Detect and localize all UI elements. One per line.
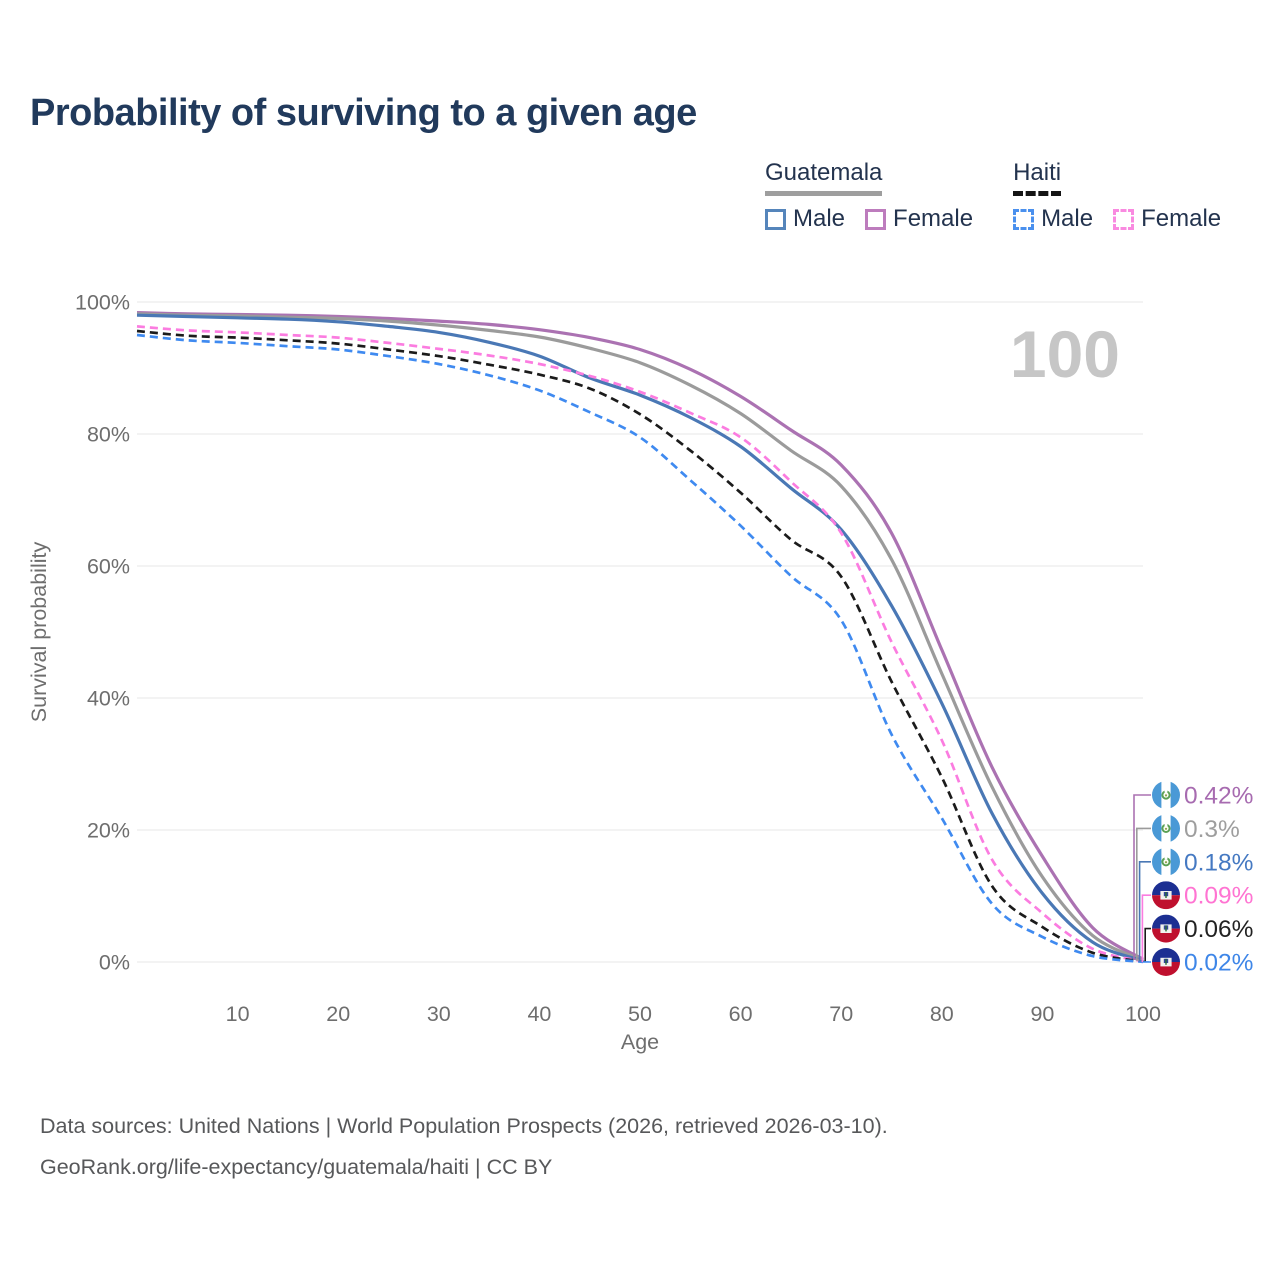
guatemala-flag-icon xyxy=(1152,781,1180,809)
y-tick-label: 80% xyxy=(87,423,130,447)
legend-item-label: Male xyxy=(1041,205,1094,233)
legend-group-title-haiti[interactable]: Haiti xyxy=(1013,159,1062,197)
y-axis-title: Survival probability xyxy=(27,542,51,723)
label-leader-lines xyxy=(1133,794,1151,963)
line-guatemala-male[interactable] xyxy=(136,313,1144,963)
leader-line xyxy=(1143,927,1151,963)
legend-item-haiti-male[interactable]: Male xyxy=(1013,205,1093,233)
legend-group-guatemala: Guatemala Male Female xyxy=(765,159,973,233)
y-tick-label: 0% xyxy=(99,951,130,975)
x-tick-label: 30 xyxy=(427,1002,451,1026)
legend-item-label: Male xyxy=(793,205,846,233)
source-line-1: Data sources: United Nations | World Pop… xyxy=(40,1114,888,1138)
legend-item-haiti-female[interactable]: Female xyxy=(1113,205,1221,233)
x-axis-title: Age xyxy=(621,1030,659,1054)
chart-legend: Guatemala Male Female Haiti Male Female xyxy=(765,159,1221,233)
leader-line xyxy=(1141,894,1151,963)
line-haiti-female[interactable] xyxy=(136,325,1144,963)
legend-item-label: Female xyxy=(1141,205,1222,233)
x-tick-label: 40 xyxy=(527,1002,551,1026)
end-value-label-haiti-all: 0.06% xyxy=(1184,916,1253,943)
end-value-label-haiti-male: 0.02% xyxy=(1184,950,1253,977)
x-tick-label: 70 xyxy=(829,1002,853,1026)
x-tick-label: 10 xyxy=(226,1002,250,1026)
haiti-male-swatch-icon xyxy=(1013,208,1035,230)
guatemala-female-swatch-icon xyxy=(865,208,887,230)
guatemala-flag-icon xyxy=(1152,848,1180,876)
haiti-flag-icon xyxy=(1152,948,1180,976)
legend-item-label: Female xyxy=(893,205,974,233)
gridlines xyxy=(137,301,1143,963)
x-tick-label: 90 xyxy=(1030,1002,1054,1026)
source-note: Data sources: United Nations | World Pop… xyxy=(40,1106,888,1188)
legend-item-guatemala-female[interactable]: Female xyxy=(865,205,973,233)
y-tick-label: 100% xyxy=(75,291,130,315)
x-tick-label: 60 xyxy=(729,1002,753,1026)
haiti-flag-icon xyxy=(1152,881,1180,909)
y-tick-label: 40% xyxy=(87,687,130,711)
legend-group-haiti: Haiti Male Female xyxy=(1013,159,1221,233)
leader-line xyxy=(1138,861,1151,962)
x-tick-label: 20 xyxy=(326,1002,350,1026)
chart-title: Probability of surviving to a given age xyxy=(30,92,697,134)
y-tick-label: 60% xyxy=(87,555,130,579)
guatemala-male-swatch-icon xyxy=(765,208,786,230)
haiti-female-swatch-icon xyxy=(1113,208,1135,230)
end-value-label-guatemala-female: 0.42% xyxy=(1184,783,1253,810)
line-haiti-male[interactable] xyxy=(136,333,1144,964)
x-tick-label: 80 xyxy=(930,1002,954,1026)
line-guatemala-all[interactable] xyxy=(136,312,1144,962)
x-tick-label: 50 xyxy=(628,1002,652,1026)
x-tick-label: 100 xyxy=(1125,1002,1161,1026)
line-haiti-all[interactable] xyxy=(136,329,1144,963)
y-tick-label: 20% xyxy=(87,819,130,843)
haiti-flag-icon xyxy=(1152,915,1180,943)
legend-group-title-guatemala[interactable]: Guatemala xyxy=(765,159,883,197)
end-value-label-haiti-female: 0.09% xyxy=(1184,883,1253,910)
end-value-label-guatemala-male: 0.18% xyxy=(1184,849,1253,876)
age-watermark: 100 xyxy=(1010,317,1120,391)
guatemala-flag-icon xyxy=(1152,814,1180,842)
line-guatemala-female[interactable] xyxy=(136,311,1144,961)
end-value-label-guatemala-all: 0.3% xyxy=(1184,816,1240,843)
legend-item-guatemala-male[interactable]: Male xyxy=(765,205,845,233)
source-line-2: GeoRank.org/life-expectancy/guatemala/ha… xyxy=(40,1155,553,1179)
